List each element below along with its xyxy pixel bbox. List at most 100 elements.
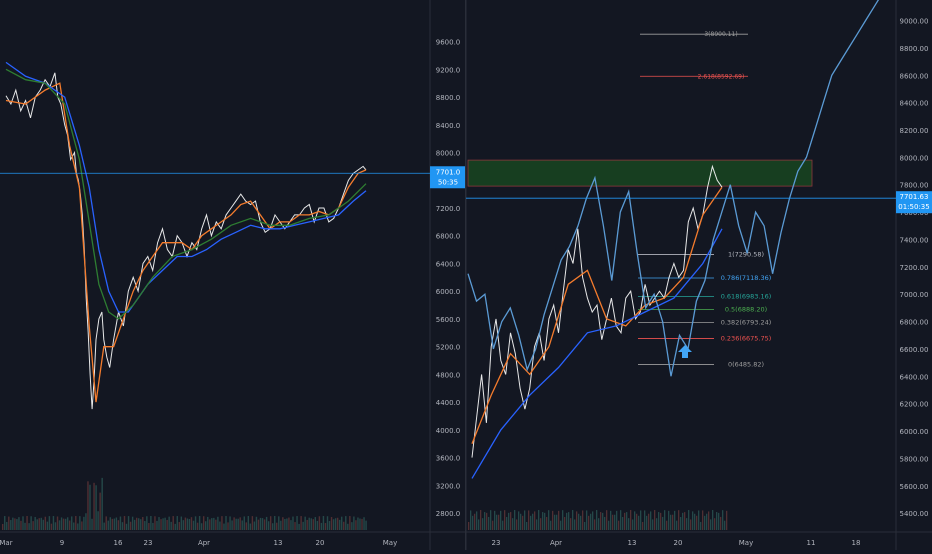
volume-bar — [73, 522, 75, 530]
volume-bar — [642, 521, 644, 530]
volume-bar — [312, 519, 314, 530]
volume-bar — [111, 518, 114, 530]
volume-bar — [194, 516, 197, 530]
volume-bar — [129, 521, 132, 530]
series-ma-slow-line — [471, 228, 723, 479]
volume-bar — [598, 518, 600, 530]
volume-bar — [492, 520, 494, 530]
volume-bar — [320, 522, 323, 530]
volume-bar — [666, 520, 668, 530]
volume-bar — [56, 516, 59, 530]
volume-bar — [644, 510, 646, 530]
volume-bar — [79, 516, 81, 530]
volume-bar — [530, 515, 532, 530]
x-tick-label: 20 — [316, 539, 325, 547]
volume-bar — [604, 516, 606, 530]
volume-bar — [255, 516, 258, 530]
y-tick-label: 8000.0 — [436, 150, 461, 158]
volume-bar — [109, 517, 111, 530]
volume-bar — [54, 522, 57, 530]
volume-bar — [494, 510, 496, 530]
volume-bar — [702, 510, 704, 530]
volume-bar — [316, 520, 319, 530]
x-tick-label: 16 — [114, 539, 123, 547]
left-chart-panel[interactable]: 9600.09200.08800.08400.08000.07600.07200… — [0, 0, 466, 550]
volume-bar — [353, 516, 355, 530]
volume-bar — [225, 516, 227, 530]
left-chart[interactable]: 9600.09200.08800.08400.08000.07600.07200… — [0, 0, 466, 550]
right-y-tick-label: 6000.00 — [900, 428, 929, 436]
volume-bar — [580, 515, 582, 530]
volume-bar — [209, 519, 211, 530]
volume-bar — [103, 522, 105, 530]
volume-bar — [85, 513, 87, 530]
volume-bar — [722, 510, 724, 530]
volume-bar — [614, 514, 616, 530]
y-tick-label: 6400.0 — [436, 260, 461, 268]
volume-bar — [300, 516, 302, 530]
volume-bar — [526, 521, 528, 530]
volume-bar — [40, 517, 42, 530]
fib-level-label: 0.382(6793.24) — [721, 319, 772, 327]
volume-bar — [710, 519, 712, 530]
volume-bar — [606, 510, 608, 530]
volume-bar — [626, 512, 628, 530]
volume-bar — [478, 519, 480, 530]
volume-bar — [306, 519, 308, 530]
volume-bar — [630, 510, 632, 530]
volume-bar — [48, 516, 51, 530]
volume-bar — [115, 517, 118, 530]
volume-bar — [476, 511, 478, 530]
volume-bar — [105, 516, 107, 530]
x-tick-label: 9 — [60, 539, 64, 547]
volume-bar — [349, 516, 351, 530]
series-ma-fast-line — [471, 186, 723, 444]
volume-bar — [184, 517, 187, 530]
right-chart-panel[interactable]: 10000.09600.09200.08800.08400.08000.0760… — [434, 0, 932, 550]
volume-bar — [207, 516, 209, 530]
volume-bar — [622, 516, 624, 530]
volume-bar — [654, 510, 656, 530]
volume-bar — [556, 514, 558, 530]
volume-bar — [504, 510, 506, 530]
volume-bar — [652, 519, 654, 530]
volume-bar — [292, 516, 294, 530]
volume-bar — [650, 511, 652, 530]
volume-bar — [522, 515, 524, 530]
volume-bar — [148, 523, 150, 530]
volume-bar — [480, 510, 482, 530]
y-tick-label: 5200.0 — [436, 344, 461, 352]
volume-bar — [568, 512, 570, 530]
volume-bar — [468, 522, 470, 530]
volume-bar — [304, 516, 306, 530]
series-price-line — [5, 72, 367, 410]
volume-bar — [357, 517, 359, 530]
volume-bar — [160, 519, 162, 530]
volume-bar — [135, 517, 138, 530]
volume-bar — [247, 516, 250, 530]
right-chart[interactable]: 10000.09600.09200.08800.08400.08000.0760… — [434, 0, 932, 550]
volume-bar — [280, 520, 282, 530]
y-tick-label: 9600.0 — [436, 39, 461, 47]
volume-bar — [532, 513, 534, 530]
volume-bar — [97, 511, 99, 530]
x-tick-label: 18 — [852, 539, 861, 547]
volume-bar — [249, 523, 252, 530]
volume-bar — [336, 517, 339, 530]
volume-bar — [546, 516, 548, 530]
volume-bar — [302, 521, 304, 530]
volume-bar — [602, 512, 604, 530]
volume-bar — [278, 516, 280, 530]
volume-bar — [720, 516, 722, 530]
volume-bar — [584, 521, 586, 530]
volume-bar — [322, 516, 325, 530]
volume-bar — [154, 516, 156, 530]
volume-bar — [62, 518, 65, 530]
volume-bar — [144, 521, 146, 530]
volume-bar — [520, 513, 522, 530]
volume-bar — [156, 520, 158, 530]
right-y-tick-label: 5600.00 — [900, 483, 929, 491]
volume-bar — [127, 516, 130, 530]
volume-bar — [324, 523, 327, 530]
volume-bar — [89, 484, 91, 530]
